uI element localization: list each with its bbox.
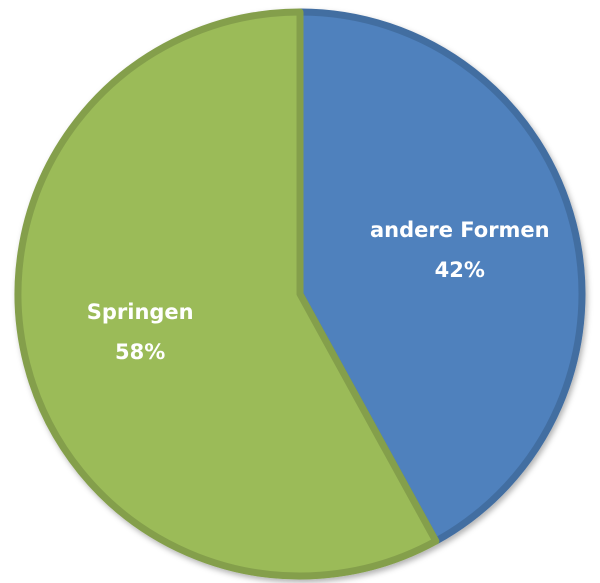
pie-slice — [14, 8, 440, 580]
slice-label: andere Formen — [370, 218, 550, 242]
slice-value-label: 42% — [435, 258, 485, 282]
pie-slice — [296, 8, 586, 545]
slices — [14, 8, 586, 580]
slice-label: Springen — [87, 300, 194, 324]
slice-value-label: 58% — [115, 340, 165, 364]
